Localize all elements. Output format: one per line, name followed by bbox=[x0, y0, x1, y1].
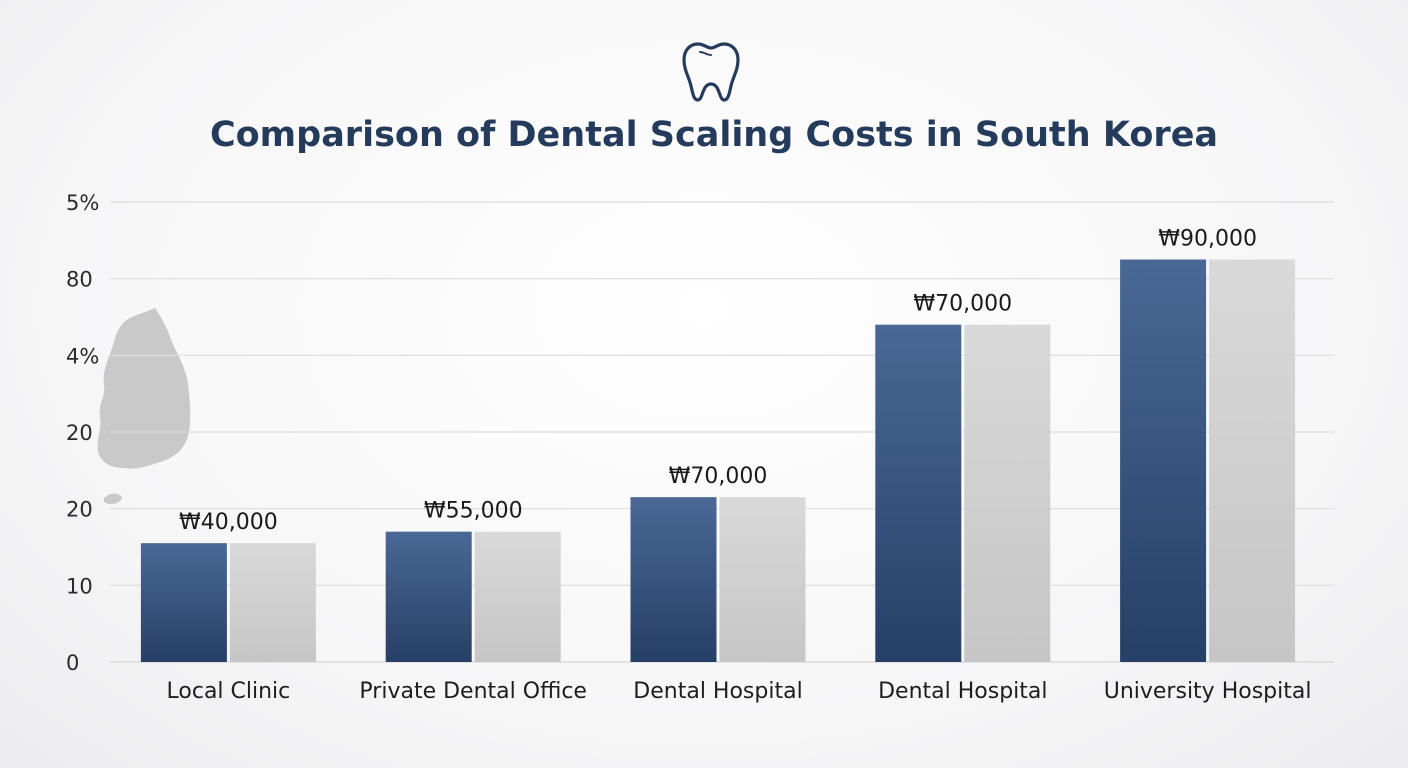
data-label: ₩55,000 bbox=[424, 499, 523, 524]
bars bbox=[140, 259, 1296, 662]
data-label: ₩40,000 bbox=[179, 510, 278, 535]
y-tick-label: 0 bbox=[66, 651, 79, 675]
bar bbox=[474, 531, 561, 662]
x-tick-label: Dental Hospital bbox=[878, 679, 1047, 704]
data-label: ₩70,000 bbox=[913, 292, 1012, 317]
data-label: ₩70,000 bbox=[669, 464, 768, 489]
bar bbox=[1209, 259, 1296, 662]
data-label: ₩90,000 bbox=[1158, 227, 1257, 252]
x-tick-label: Local Clinic bbox=[167, 679, 291, 704]
south-korea-map-icon bbox=[97, 308, 191, 505]
y-tick-label: 20 bbox=[66, 421, 93, 445]
bar bbox=[1120, 259, 1207, 662]
y-tick-label: 80 bbox=[66, 268, 93, 292]
bar bbox=[875, 324, 962, 662]
x-axis: Local Clinic Private Dental Office Dental … bbox=[167, 679, 1312, 704]
x-tick-label: Private Dental Office bbox=[359, 679, 587, 704]
y-tick-label: 10 bbox=[66, 574, 93, 598]
bar bbox=[630, 497, 717, 662]
bar bbox=[964, 324, 1051, 662]
chart-title: Comparison of Dental Scaling Costs in So… bbox=[210, 115, 1218, 155]
x-tick-label: Dental Hospital bbox=[633, 679, 802, 704]
value-labels: ₩40,000 ₩55,000 ₩70,000 ₩70,000 ₩90,000 bbox=[179, 227, 1257, 536]
bar bbox=[385, 531, 472, 662]
tooth-icon bbox=[682, 42, 740, 102]
y-axis: 0 10 20 20 4% 80 5% bbox=[66, 191, 99, 675]
bar bbox=[719, 497, 806, 662]
x-tick-label: University Hospital bbox=[1104, 679, 1312, 704]
y-tick-label: 5% bbox=[66, 191, 99, 215]
bar bbox=[229, 543, 316, 662]
y-tick-label: 20 bbox=[66, 498, 93, 522]
bar bbox=[140, 543, 227, 662]
y-tick-label: 4% bbox=[66, 344, 99, 368]
